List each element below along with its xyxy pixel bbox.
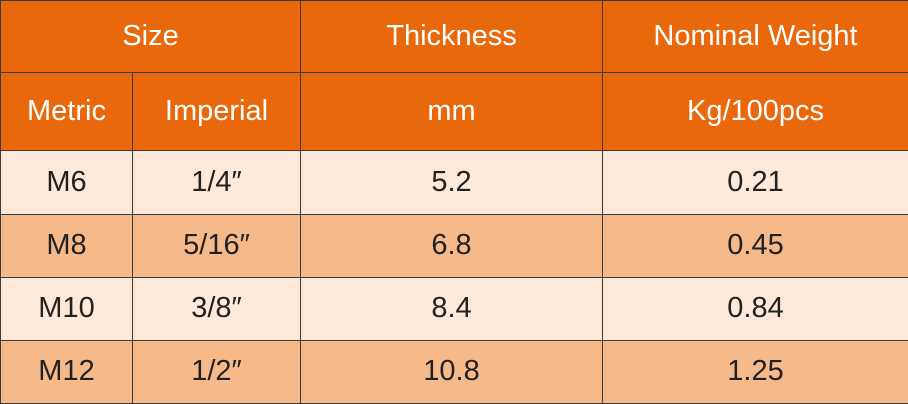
data-cell: 1/2″	[131, 339, 302, 404]
header-row: Size Thickness Nominal Weight	[0, 0, 908, 74]
data-row: M8 5/16″ 6.8 0.45	[0, 213, 908, 278]
data-cell: 5/16″	[131, 213, 302, 278]
data-cell: 1/4″	[131, 150, 302, 215]
data-cell: 0.45	[602, 213, 908, 278]
data-row: M12 1/2″ 10.8 1.25	[0, 339, 908, 404]
header-cell: Nominal Weight	[602, 0, 908, 74]
data-cell: 0.21	[602, 150, 908, 215]
data-cell: M8	[0, 213, 133, 278]
header-cell: mm	[300, 72, 604, 152]
header-cell: Size	[0, 0, 302, 74]
header-cell: Thickness	[300, 0, 604, 74]
data-cell: 3/8″	[131, 276, 302, 341]
data-cell: 8.4	[300, 276, 604, 341]
header-row: Metric Imperial mm Kg/100pcs	[0, 72, 908, 152]
data-cell: 5.2	[300, 150, 604, 215]
data-cell: 10.8	[300, 339, 604, 404]
header-cell: Imperial	[131, 72, 302, 152]
header-cell: Kg/100pcs	[602, 72, 908, 152]
data-cell: M10	[0, 276, 133, 341]
header-cell: Metric	[0, 72, 133, 152]
data-cell: 0.84	[602, 276, 908, 341]
data-cell: 6.8	[300, 213, 604, 278]
data-cell: M12	[0, 339, 133, 404]
data-row: M6 1/4″ 5.2 0.21	[0, 150, 908, 215]
data-cell: M6	[0, 150, 133, 215]
data-row: M10 3/8″ 8.4 0.84	[0, 276, 908, 341]
data-cell: 1.25	[602, 339, 908, 404]
